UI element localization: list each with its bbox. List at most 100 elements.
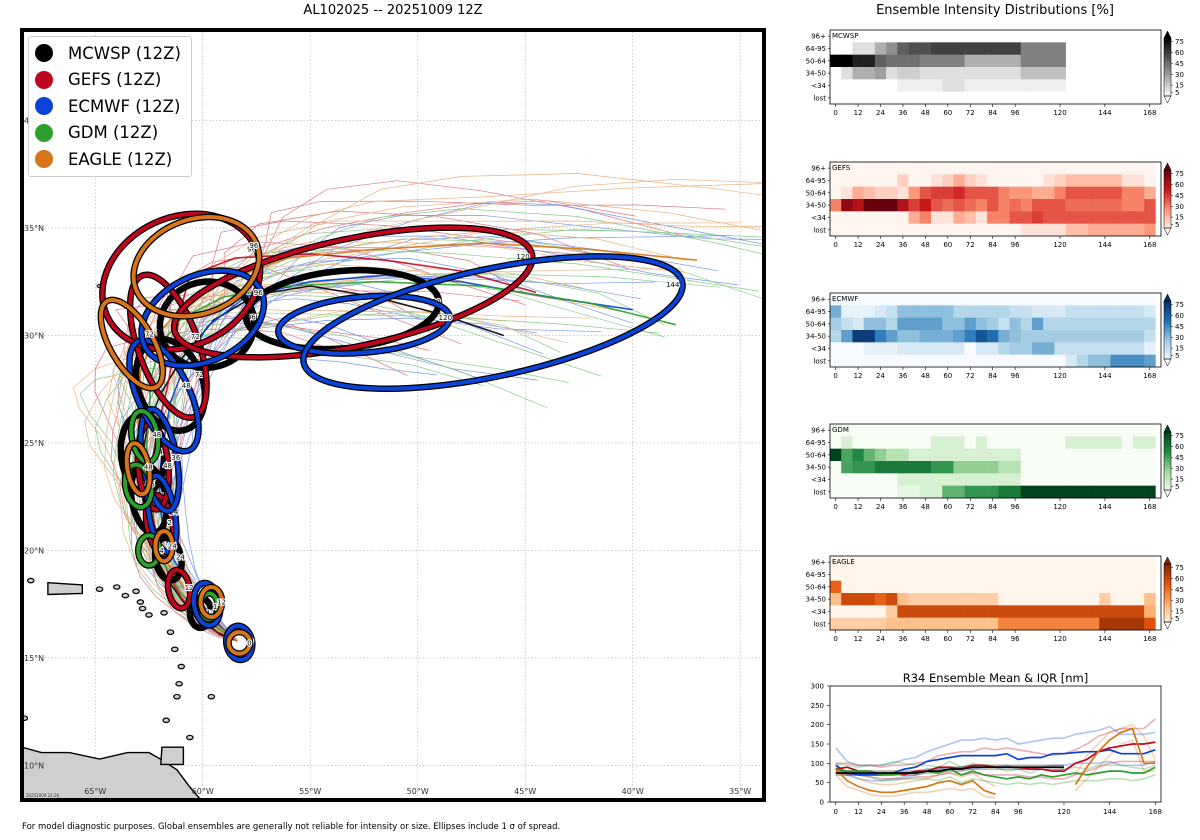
colorbar-tick-label: 30 [1175, 465, 1184, 473]
heat-cell [841, 317, 853, 331]
member-track-gefs [161, 200, 636, 642]
colorbar-swatch [1164, 455, 1171, 458]
heat-cell [964, 174, 977, 187]
x-tick-label: 24 [876, 635, 885, 643]
heat-cell [897, 174, 909, 187]
heat-cell [942, 436, 954, 449]
colorbar-swatch [1164, 567, 1171, 571]
heat-cell [998, 211, 1010, 224]
heat-cell [874, 617, 887, 631]
member-track-eagle [140, 198, 766, 642]
heat-cell [1110, 424, 1123, 437]
x-tick-label: 84 [988, 109, 997, 117]
heat-cell [998, 593, 1010, 606]
heat-cell [1088, 461, 1100, 474]
heat-cell [1099, 473, 1111, 486]
heat-cell [1009, 568, 1022, 581]
ellipse-ring [276, 293, 452, 356]
heat-cell [897, 223, 909, 237]
heat-cell [1099, 556, 1111, 569]
heat-cell [930, 211, 943, 224]
heat-cell [975, 485, 988, 499]
heat-cell [953, 317, 965, 331]
heat-cell [1054, 293, 1066, 306]
heat-cell [908, 223, 921, 237]
x-tick-label: 120 [1053, 635, 1066, 643]
heat-cell [1076, 174, 1089, 187]
row-label: 96+ [811, 296, 826, 304]
colorbar-swatch [1164, 610, 1171, 613]
heat-cell [1043, 473, 1055, 486]
heat-cell [1121, 223, 1134, 237]
heat-cell [964, 293, 977, 306]
heat-cell [874, 593, 887, 606]
heat-cell [1144, 580, 1156, 594]
r34-x-tick-label: 72 [968, 808, 977, 816]
heat-cell [841, 568, 853, 581]
heat-cell [1088, 174, 1100, 187]
heat-cell [1031, 67, 1044, 80]
heat-cell [908, 473, 921, 486]
heat-cell [1031, 605, 1044, 618]
heat-cell [919, 42, 932, 55]
land-layer [20, 284, 216, 802]
heat-cell [930, 485, 943, 499]
heat-cell [930, 330, 943, 343]
heat-cell [1043, 568, 1055, 581]
heat-cell [975, 580, 988, 594]
colorbar-swatch [1164, 84, 1171, 87]
heat-cell [987, 436, 999, 449]
heat-cell [852, 354, 864, 368]
heat-cell [830, 473, 842, 486]
heat-cell [987, 605, 999, 618]
heat-cell [987, 461, 999, 474]
heat-cell [1054, 617, 1066, 631]
heat-cell [930, 354, 943, 368]
heat-cell [964, 199, 977, 212]
heat-cell [930, 556, 943, 569]
x-tick-label: 0 [833, 241, 837, 249]
colorbar-swatch [1164, 587, 1171, 590]
heat-cell [908, 617, 921, 631]
x-tick-label: 96 [1011, 241, 1020, 249]
heat-cell [1099, 223, 1111, 237]
heat-cell [1065, 199, 1078, 212]
heat-cell [919, 162, 932, 175]
colorbar-swatch [1164, 449, 1171, 452]
ellipse-gefs-12: 12 [164, 566, 195, 612]
heat-cell [1065, 317, 1078, 331]
heat-cell [1020, 330, 1033, 343]
heat-cell [841, 30, 853, 43]
heat-cell [919, 485, 932, 499]
island-land [26, 577, 35, 584]
heat-cell [886, 186, 898, 200]
heat-cell [830, 424, 842, 437]
heat-cell [841, 67, 853, 80]
x-tick-label: 12 [854, 109, 863, 117]
heat-cell [1031, 354, 1044, 368]
heat-cell [987, 593, 999, 606]
heat-cell [1020, 593, 1033, 606]
heat-cell [987, 317, 999, 331]
ellipse-label: 72 [195, 371, 204, 379]
track-map[interactable]: 12 24 36 48 72 96 120 12 24 48 72 96 120 0 12 24 36 48 96 1… [20, 28, 766, 802]
heat-cell [964, 186, 977, 200]
heat-cell [897, 91, 909, 105]
heat-cell [942, 293, 954, 306]
heat-cell [874, 211, 887, 224]
heat-cell [897, 79, 909, 92]
colorbar-swatch [1164, 324, 1171, 327]
heat-cell [1065, 593, 1078, 606]
heat-cell [964, 593, 977, 606]
heat-cell [1144, 354, 1156, 368]
heat-cell [1009, 605, 1022, 618]
heat-cell [874, 330, 887, 343]
colorbar-swatch [1164, 598, 1171, 602]
heat-cell [975, 556, 988, 569]
heat-cell [998, 568, 1010, 581]
heat-cell [1132, 211, 1145, 224]
heat-cell [1121, 580, 1134, 594]
heat-cell [897, 211, 909, 224]
heat-cell [1076, 461, 1089, 474]
heat-cell [987, 556, 999, 569]
